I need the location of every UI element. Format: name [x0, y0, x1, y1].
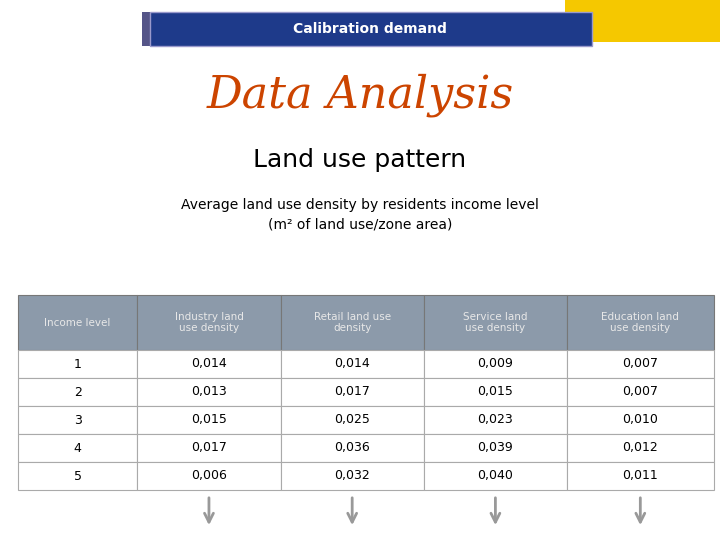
Text: 0,032: 0,032 — [334, 469, 370, 483]
Text: 4: 4 — [73, 442, 81, 455]
Text: 0,007: 0,007 — [622, 357, 658, 370]
Text: 0,014: 0,014 — [334, 357, 370, 370]
Text: 0,036: 0,036 — [334, 442, 370, 455]
Text: 0,025: 0,025 — [334, 414, 370, 427]
Text: Retail land use
density: Retail land use density — [314, 312, 391, 333]
Text: 0,023: 0,023 — [477, 414, 513, 427]
Text: 2: 2 — [73, 386, 81, 399]
Text: 0,012: 0,012 — [623, 442, 658, 455]
Text: 3: 3 — [73, 414, 81, 427]
Text: 0,007: 0,007 — [622, 386, 658, 399]
Text: 0,009: 0,009 — [477, 357, 513, 370]
Text: 0,017: 0,017 — [191, 442, 227, 455]
Text: 0,014: 0,014 — [191, 357, 227, 370]
Text: 0,011: 0,011 — [623, 469, 658, 483]
Text: Calibration demand: Calibration demand — [293, 22, 447, 36]
Text: 0,015: 0,015 — [191, 414, 227, 427]
Text: 0,015: 0,015 — [477, 386, 513, 399]
Text: 1: 1 — [73, 357, 81, 370]
Text: Data Analysis: Data Analysis — [207, 73, 513, 117]
Text: Income level: Income level — [45, 318, 111, 327]
Text: 0,017: 0,017 — [334, 386, 370, 399]
Text: (m² of land use/zone area): (m² of land use/zone area) — [268, 218, 452, 232]
Text: 0,013: 0,013 — [191, 386, 227, 399]
Text: 0,006: 0,006 — [191, 469, 227, 483]
Text: Average land use density by residents income level: Average land use density by residents in… — [181, 198, 539, 212]
Text: Industry land
use density: Industry land use density — [174, 312, 243, 333]
Text: Service land
use density: Service land use density — [463, 312, 528, 333]
Text: 0,040: 0,040 — [477, 469, 513, 483]
Text: Education land
use density: Education land use density — [601, 312, 679, 333]
Text: Land use pattern: Land use pattern — [253, 148, 467, 172]
Text: 0,010: 0,010 — [622, 414, 658, 427]
Text: 0,039: 0,039 — [477, 442, 513, 455]
Text: 5: 5 — [73, 469, 81, 483]
